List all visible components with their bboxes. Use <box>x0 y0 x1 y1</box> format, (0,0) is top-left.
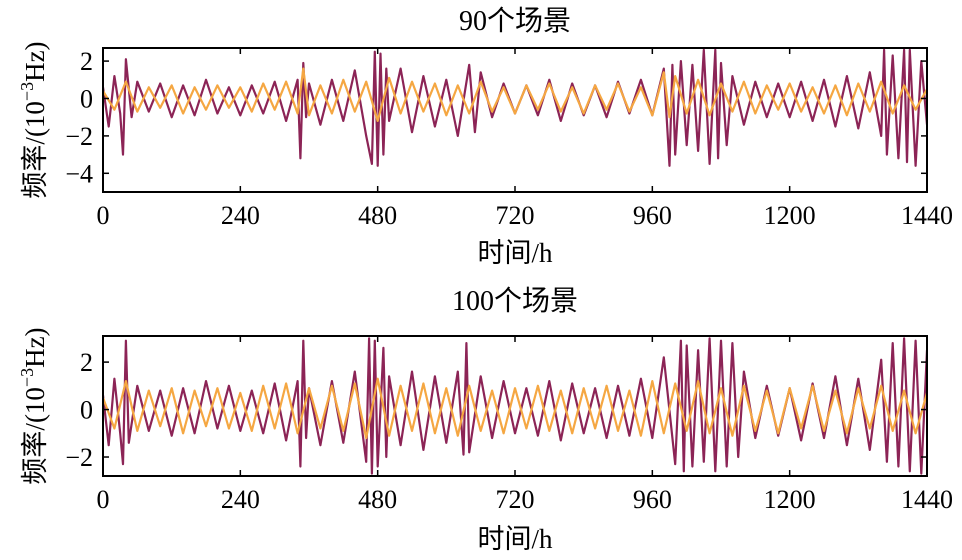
y-tick-label: −2 <box>65 122 93 151</box>
x-tick-label: 1200 <box>764 201 816 230</box>
chart-title: 100个场景 <box>452 286 578 317</box>
x-tick-label: 1200 <box>764 485 816 514</box>
x-tick-label: 240 <box>221 485 260 514</box>
y-axis-label-unit: Hz) <box>20 327 50 367</box>
y-tick-label: 2 <box>80 348 93 377</box>
x-tick-label: 960 <box>633 201 672 230</box>
x-axis-label: 时间/h <box>477 524 553 554</box>
y-tick-label: −4 <box>65 159 93 188</box>
axes-frame <box>102 335 928 477</box>
x-axis-label: 时间/h <box>477 238 553 268</box>
x-tick-label: 1440 <box>901 201 953 230</box>
x-tick-label: 720 <box>496 485 535 514</box>
x-tick-label: 0 <box>97 201 110 230</box>
y-axis-label: 频率/(10−3Hz) <box>17 327 50 484</box>
x-tick-label: 720 <box>496 201 535 230</box>
y-tick-label: 0 <box>80 396 93 425</box>
chart-title: 90个场景 <box>459 6 571 37</box>
x-tick-label: 1440 <box>901 485 953 514</box>
axes-frame <box>102 47 928 193</box>
x-tick-label: 480 <box>358 485 397 514</box>
chart-panel-100-scenarios: 0 240 480 720 960 1200 144020−2100个场景时间/h频率/(1… <box>17 286 953 554</box>
x-tick-label: 0 <box>97 485 110 514</box>
x-tick-label: 480 <box>358 201 397 230</box>
y-axis-label-main: 频率/(10 <box>20 387 50 485</box>
series-line-orange <box>103 377 927 440</box>
series-line-orange <box>103 67 927 123</box>
y-axis-label: 频率/(10−3Hz) <box>17 41 50 198</box>
x-tick-label: 960 <box>633 485 672 514</box>
y-tick-label: 2 <box>80 47 93 76</box>
y-tick-label: −2 <box>65 443 93 472</box>
y-axis-label-unit: Hz) <box>20 41 50 81</box>
plot-area <box>103 48 927 167</box>
y-axis-label-main: 频率/(10 <box>20 101 50 199</box>
x-tick-label: 240 <box>221 201 260 230</box>
y-axis-label-exponent: −3 <box>17 368 37 387</box>
series-line-purple <box>103 337 927 475</box>
plot-area <box>103 337 927 475</box>
y-axis-label-exponent: −3 <box>17 82 37 101</box>
y-tick-label: 0 <box>80 84 93 113</box>
